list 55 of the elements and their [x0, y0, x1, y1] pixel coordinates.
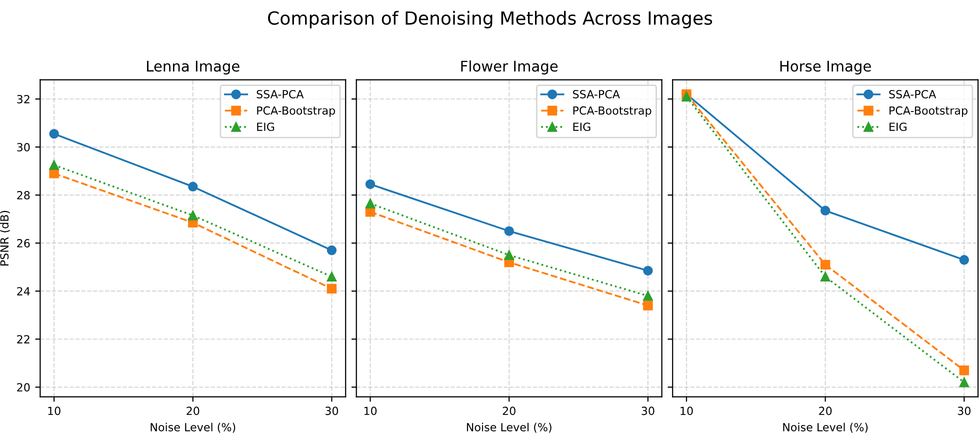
point	[49, 168, 59, 178]
point	[49, 128, 59, 139]
y-tick-label: 30	[17, 143, 30, 152]
x-tick-label: 20	[186, 406, 200, 416]
point	[365, 179, 376, 190]
point	[504, 250, 514, 260]
y-tick-label: 22	[17, 335, 30, 344]
y-tick-label: 20	[17, 383, 30, 392]
x-tick-label: 10	[364, 406, 377, 416]
y-tick-label: 26	[17, 239, 30, 248]
legend-label: PCA-Bootstrap	[890, 106, 968, 117]
chart-title: Lenna Image	[147, 60, 240, 74]
x-tick-label: 10	[48, 406, 60, 416]
point	[820, 206, 830, 216]
point	[959, 255, 970, 265]
point	[49, 160, 59, 170]
point	[326, 272, 337, 282]
point	[188, 182, 198, 192]
legend-label: EIG	[890, 122, 906, 132]
x-tick-label: 20	[819, 406, 832, 416]
y-tick-label: 24	[17, 287, 30, 296]
legend-label: PCA-Bootstrap	[257, 106, 336, 117]
x-tick-label: 30	[326, 406, 338, 416]
point	[682, 92, 692, 102]
legend-label: SSA-PCA	[889, 90, 936, 98]
point	[326, 284, 337, 294]
legend-label: EIG	[573, 122, 590, 132]
legend-label: PCA-Bootstrap	[573, 106, 652, 117]
chart-title: Horse Image	[780, 60, 871, 74]
legend-label: EIG	[257, 122, 274, 132]
x-tick-label: 30	[642, 406, 654, 416]
x-tick-label: 20	[502, 406, 516, 416]
y-tick-label: 32	[17, 94, 30, 104]
point	[643, 300, 653, 310]
y-axis-title: PSNR (dB)	[0, 210, 10, 266]
point	[365, 198, 376, 208]
point	[959, 365, 970, 376]
x-axis-title: Noise Level (%)	[783, 422, 868, 433]
x-tick-label: 30	[958, 406, 970, 416]
y-tick-label: 28	[17, 191, 30, 200]
text: Comparison of Denoising Methods Across Images	[268, 10, 712, 28]
point	[959, 377, 970, 388]
x-axis-title: Noise Level (%)	[466, 422, 552, 433]
point	[643, 266, 653, 276]
point	[643, 291, 653, 301]
point	[820, 272, 830, 282]
point	[326, 245, 337, 256]
legend-label: SSA-PCA	[572, 90, 620, 98]
x-axis-title: Noise Level (%)	[150, 422, 236, 433]
x-tick-label: 10	[680, 406, 693, 416]
point	[504, 226, 514, 236]
legend-label: SSA-PCA	[256, 90, 304, 98]
chart-title: Flower Image	[461, 60, 558, 74]
point	[188, 210, 198, 220]
point	[820, 260, 830, 270]
